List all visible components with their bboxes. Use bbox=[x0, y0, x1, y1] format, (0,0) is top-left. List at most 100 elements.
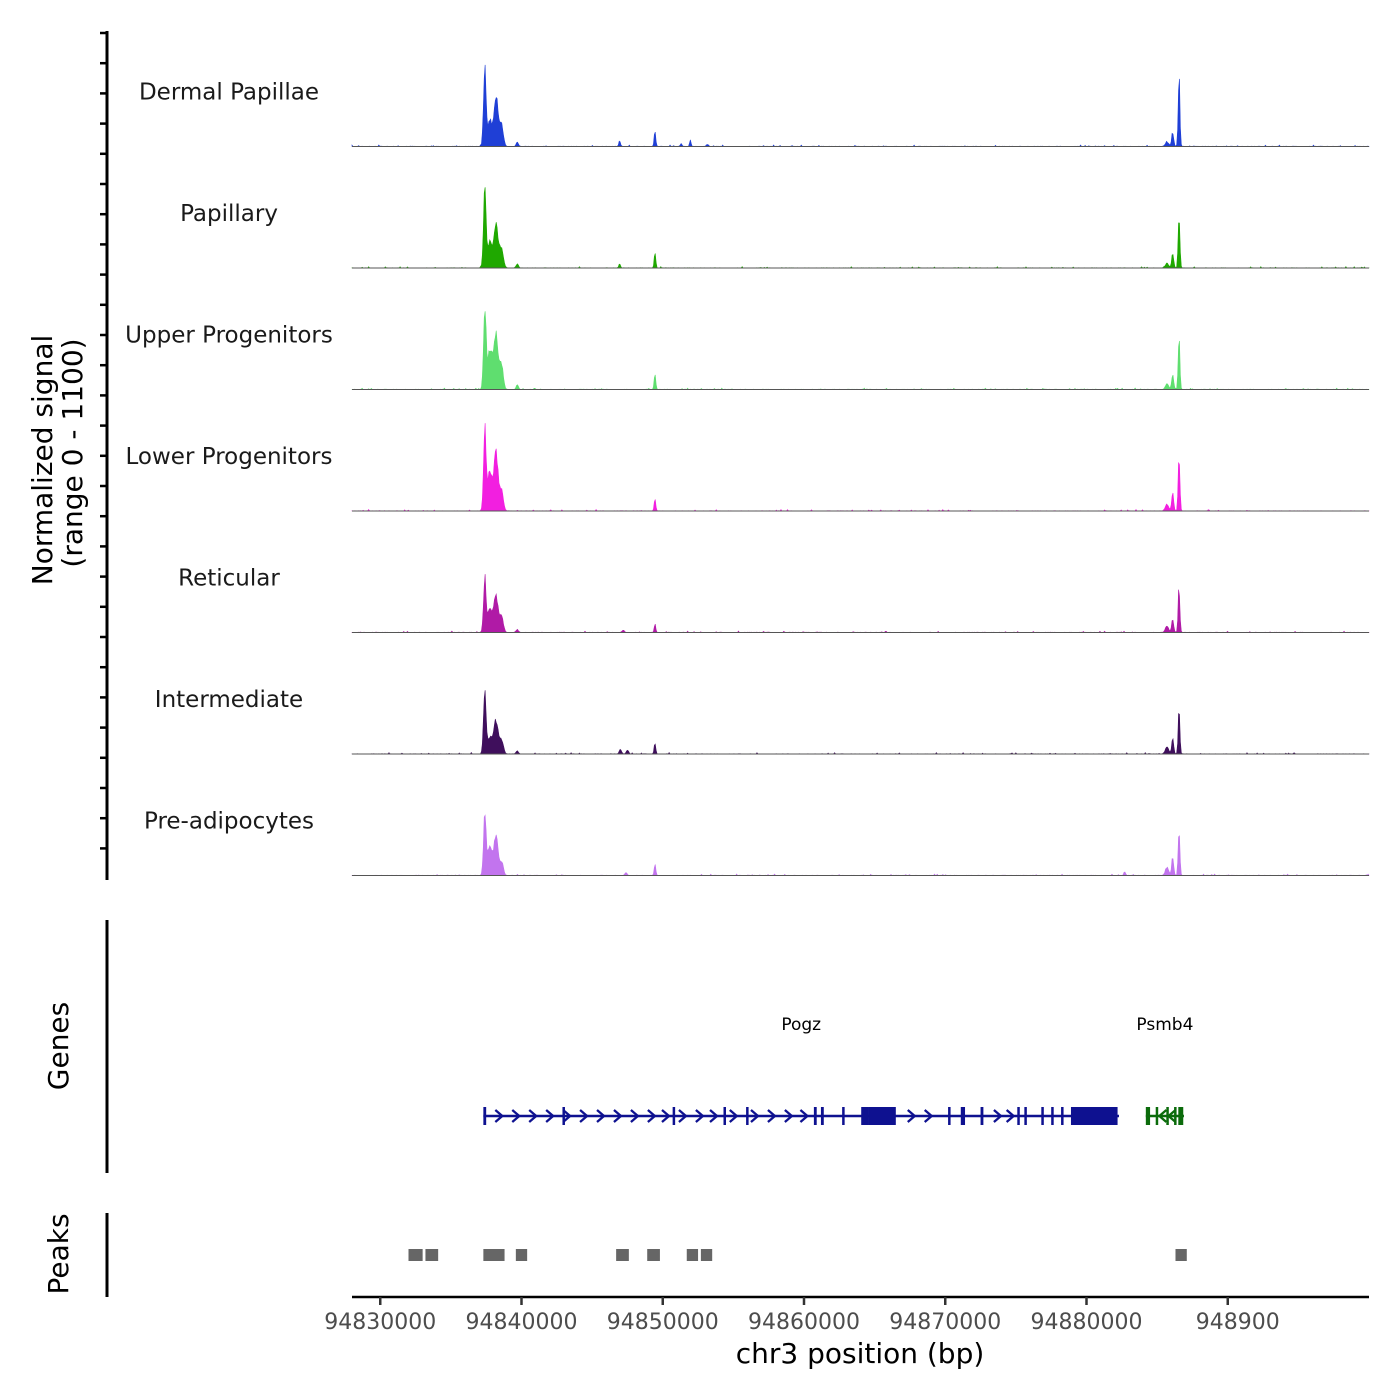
strand-arrow bbox=[661, 1109, 671, 1123]
x-tick-label: 94850000 bbox=[607, 1310, 719, 1335]
track-label: Dermal Papillae bbox=[139, 80, 319, 106]
strand-arrow bbox=[562, 1109, 572, 1123]
strand-arrow bbox=[579, 1109, 589, 1123]
track-papillary: Papillary bbox=[180, 187, 1370, 269]
gene-exon bbox=[1155, 1107, 1159, 1125]
coverage-y-axis bbox=[100, 31, 109, 880]
peak-region bbox=[425, 1249, 439, 1261]
strand-arrow bbox=[709, 1109, 719, 1123]
track-label: Upper Progenitors bbox=[125, 323, 333, 349]
signal-area bbox=[351, 574, 1370, 633]
strand-arrow bbox=[596, 1109, 606, 1123]
strand-arrow bbox=[613, 1109, 623, 1123]
track-label: Reticular bbox=[178, 566, 280, 592]
peak-region bbox=[616, 1249, 629, 1261]
track-pre-adipocytes: Pre-adipocytes bbox=[144, 809, 1370, 876]
strand-arrow bbox=[750, 1109, 760, 1123]
peak-region bbox=[686, 1249, 699, 1261]
strand-arrow bbox=[799, 1109, 810, 1123]
gene-track: Pogz Psmb4 bbox=[483, 1015, 1193, 1125]
strand-arrow bbox=[511, 1109, 522, 1123]
signal-area bbox=[351, 311, 1370, 390]
track-lower-progenitors: Lower Progenitors bbox=[126, 423, 1370, 512]
strand-arrow bbox=[729, 1109, 739, 1123]
strand-arrow bbox=[1166, 1109, 1177, 1123]
gene-exon bbox=[483, 1107, 487, 1125]
strand-arrow bbox=[1157, 1109, 1168, 1123]
gene-exon bbox=[1070, 1107, 1118, 1125]
gene-exon bbox=[1017, 1107, 1020, 1125]
genes-track-label: Genes bbox=[42, 1002, 75, 1090]
x-axis-ticks: 94830000 94840000 94850000 94860000 94870000… bbox=[324, 1297, 1280, 1335]
signal-area bbox=[351, 64, 1370, 147]
track-reticular: Reticular bbox=[178, 566, 1370, 633]
gene-exon bbox=[1061, 1107, 1064, 1125]
gene-name-label: Pogz bbox=[781, 1015, 821, 1035]
gene-exon bbox=[980, 1107, 984, 1125]
strand-arrow bbox=[494, 1109, 505, 1123]
gene-exon bbox=[820, 1107, 824, 1125]
coverage-tracks: Dermal Papillae Papillary Upper Progenitor… bbox=[125, 64, 1370, 876]
strand-arrow bbox=[695, 1109, 705, 1123]
gene-exon bbox=[723, 1107, 726, 1125]
gene-exon bbox=[868, 1107, 896, 1125]
gene-exon bbox=[1145, 1107, 1151, 1125]
x-tick-label: 94880000 bbox=[1031, 1310, 1143, 1335]
signal-area bbox=[351, 690, 1370, 755]
gene-exon bbox=[960, 1107, 966, 1125]
x-tick-label: 94870000 bbox=[889, 1310, 1001, 1335]
track-label: Papillary bbox=[180, 201, 278, 227]
gene-pogz: Pogz bbox=[483, 1015, 1119, 1125]
gene-exon bbox=[1174, 1107, 1177, 1125]
strand-arrow bbox=[993, 1109, 1003, 1123]
strand-arrow bbox=[630, 1109, 640, 1123]
gene-exon bbox=[948, 1107, 951, 1125]
gene-exon bbox=[672, 1107, 676, 1125]
peak-region bbox=[647, 1249, 660, 1261]
track-intermediate: Intermediate bbox=[155, 687, 1370, 755]
peaks-track-label: Peaks bbox=[42, 1213, 75, 1294]
peak-region bbox=[1175, 1249, 1187, 1261]
peak-region bbox=[515, 1249, 528, 1261]
strand-arrow bbox=[1005, 1109, 1016, 1123]
track-label: Intermediate bbox=[155, 687, 303, 713]
gene-exon bbox=[1178, 1107, 1184, 1125]
x-tick-label: 94840000 bbox=[466, 1310, 578, 1335]
peak-track bbox=[408, 1249, 1187, 1261]
strand-arrow bbox=[767, 1109, 777, 1123]
y-axis-title-line2: (range 0 - 1100) bbox=[56, 338, 89, 567]
x-axis-title: chr3 position (bp) bbox=[736, 1337, 985, 1370]
track-dermal-papillae: Dermal Papillae bbox=[139, 64, 1370, 147]
peak-region bbox=[408, 1249, 423, 1261]
track-upper-progenitors: Upper Progenitors bbox=[125, 311, 1370, 390]
strand-arrow bbox=[647, 1109, 657, 1123]
strand-arrow bbox=[545, 1109, 555, 1123]
signal-area bbox=[351, 187, 1370, 269]
gene-exon bbox=[1041, 1107, 1044, 1125]
strand-arrow bbox=[907, 1109, 917, 1123]
strand-arrow bbox=[678, 1109, 688, 1123]
gene-exon bbox=[861, 1107, 869, 1125]
strand-arrow bbox=[923, 1109, 934, 1123]
peak-region bbox=[700, 1249, 713, 1261]
gene-exon bbox=[562, 1107, 565, 1125]
peak-region bbox=[483, 1249, 505, 1261]
signal-area bbox=[351, 814, 1370, 876]
x-tick-label: 94860000 bbox=[748, 1310, 860, 1335]
x-tick-label: 948900 bbox=[1196, 1310, 1280, 1335]
y-axis-title-line1: Normalized signal bbox=[26, 335, 59, 586]
x-tick-label: 94830000 bbox=[324, 1310, 436, 1335]
gene-name-label: Psmb4 bbox=[1136, 1015, 1193, 1035]
gene-psmb4: Psmb4 bbox=[1136, 1015, 1193, 1125]
strand-arrow bbox=[784, 1109, 794, 1123]
gene-exon bbox=[1024, 1107, 1027, 1125]
gene-exon bbox=[1051, 1107, 1054, 1125]
signal-area bbox=[351, 423, 1370, 512]
gene-exon bbox=[842, 1107, 845, 1125]
strand-arrow bbox=[528, 1109, 538, 1123]
track-label: Pre-adipocytes bbox=[144, 809, 314, 835]
gene-exon bbox=[746, 1107, 749, 1125]
track-label: Lower Progenitors bbox=[126, 444, 333, 470]
